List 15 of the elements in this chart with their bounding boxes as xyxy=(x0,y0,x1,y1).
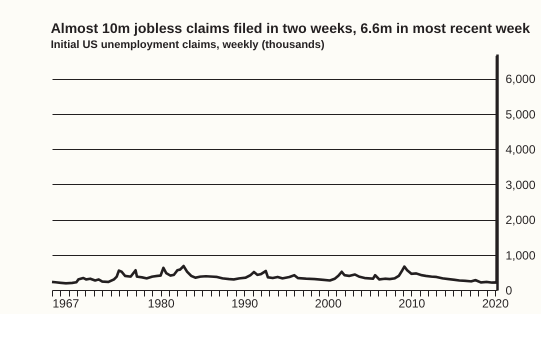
x-tick-label: 1980 xyxy=(148,296,175,310)
y-tick-label: 6,000 xyxy=(506,72,536,86)
x-tick-label: 1967 xyxy=(52,296,80,310)
x-tick-label: 2000 xyxy=(314,296,342,310)
y-tick-label: 5,000 xyxy=(506,107,536,122)
y-tick-label: 3,000 xyxy=(506,178,536,192)
y-tick-label: 0 xyxy=(506,284,512,298)
chart-subtitle: Initial US unemployment claims, weekly (thousands) xyxy=(50,39,325,51)
y-tick-label: 1,000 xyxy=(506,248,536,262)
y-tick-label: 4,000 xyxy=(506,142,536,157)
x-tick-label: 2020 xyxy=(482,296,510,310)
chart-title: Almost 10m jobless claims filed in two weeks, 6.6m in most recent week xyxy=(50,20,530,36)
x-tick-label: 2010 xyxy=(398,296,426,310)
x-tick-label: 1990 xyxy=(231,296,258,310)
y-tick-label: 2,000 xyxy=(506,213,536,228)
